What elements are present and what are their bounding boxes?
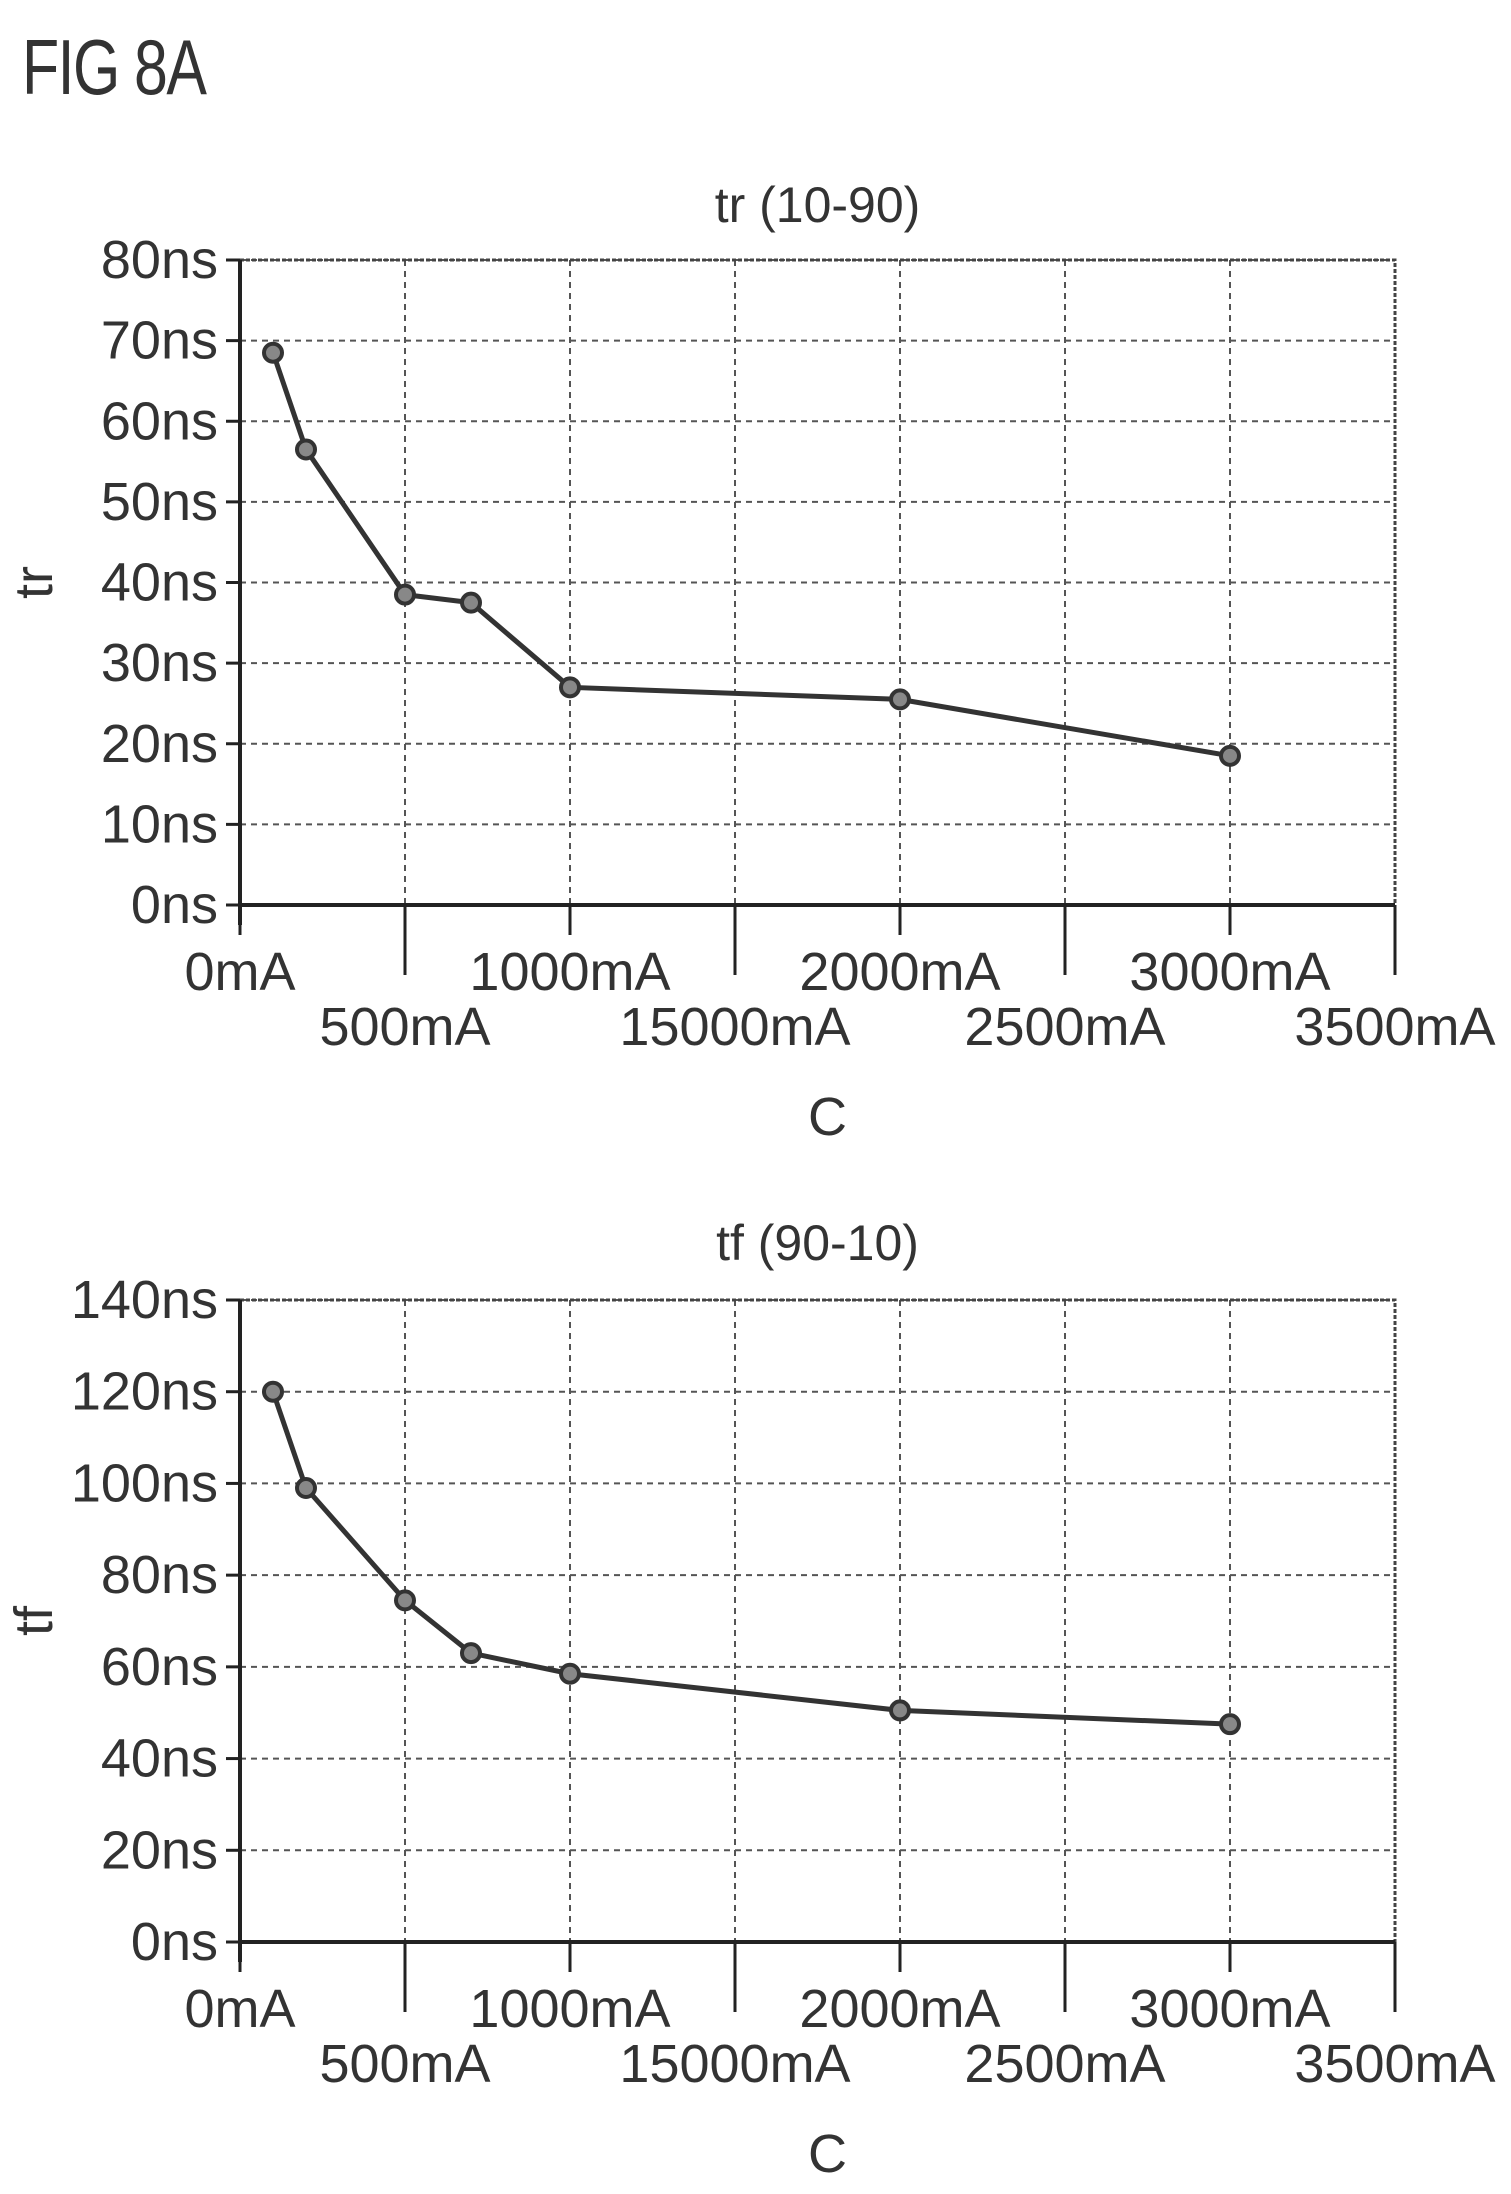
y-tick-label: 70ns <box>101 311 218 371</box>
y-tick-label: 40ns <box>101 1729 218 1789</box>
data-point <box>295 1477 317 1500</box>
x-tick-label: 0mA <box>184 1979 295 2039</box>
x-tick-label: 15000mA <box>619 2034 850 2094</box>
series-line <box>270 1390 1231 1727</box>
data-point <box>262 1380 284 1403</box>
data-point <box>559 1662 581 1685</box>
chart-2: tf (90-10) 0ns 20ns 40ns 60ns 80ns 100ns 120ns 1… <box>4 1215 1496 2184</box>
chart-title: tr (10-90) <box>715 177 921 233</box>
y-tick-label: 0ns <box>131 875 218 935</box>
data-point <box>889 688 911 711</box>
y-tick-label: 80ns <box>101 1545 218 1605</box>
y-tick-label: 120ns <box>71 1362 218 1422</box>
figure-label: FIG 8A <box>22 23 207 111</box>
data-point <box>460 591 482 614</box>
y-tick-label: 60ns <box>101 391 218 451</box>
data-point <box>295 438 317 461</box>
plot-frame <box>238 1298 1397 1944</box>
y-tick-label: 20ns <box>101 1820 218 1880</box>
x-tick-label: 2000mA <box>799 1979 1000 2039</box>
data-point <box>394 583 416 606</box>
y-tick-label: 10ns <box>101 794 218 854</box>
y-tick-label: 0ns <box>131 1912 218 1972</box>
x-tick-label: 3500mA <box>1294 997 1495 1057</box>
data-point <box>1219 744 1241 767</box>
x-axis-label: C <box>808 2124 847 2184</box>
y-tick-label: 60ns <box>101 1637 218 1697</box>
x-tick-label: 2500mA <box>964 2034 1165 2094</box>
data-point <box>460 1642 482 1665</box>
y-tick-label: 80ns <box>101 230 218 290</box>
x-tick-label: 2500mA <box>964 997 1165 1057</box>
y-axis-label: tf <box>4 1605 64 1636</box>
y-tick-label: 30ns <box>101 633 218 693</box>
series-line <box>270 351 1231 759</box>
data-point <box>559 676 581 699</box>
y-tick-label: 50ns <box>101 472 218 532</box>
x-tick-label: 3000mA <box>1129 942 1330 1002</box>
chart-title: tf (90-10) <box>716 1215 919 1271</box>
data-point <box>1219 1713 1241 1736</box>
y-tick-label: 40ns <box>101 553 218 613</box>
x-tick-label: 3500mA <box>1294 2034 1495 2094</box>
data-point <box>394 1589 416 1612</box>
x-tick-label: 1000mA <box>469 942 670 1002</box>
x-tick-label: 3000mA <box>1129 1979 1330 2039</box>
x-tick-label: 500mA <box>319 997 490 1057</box>
y-axis-label: tr <box>4 566 64 599</box>
x-axis-label: C <box>808 1087 847 1147</box>
chart-1: tr (10-90) 0ns 10ns 20ns 30ns 40ns 50ns 60ns 70n… <box>4 177 1496 1147</box>
y-tick-label: 140ns <box>71 1270 218 1330</box>
x-tick-label: 1000mA <box>469 1979 670 2039</box>
y-tick-label: 20ns <box>101 714 218 774</box>
x-tick-label: 15000mA <box>619 997 850 1057</box>
x-tick-label: 2000mA <box>799 942 1000 1002</box>
data-point <box>262 341 284 364</box>
x-tick-label: 500mA <box>319 2034 490 2094</box>
x-tick-label: 0mA <box>184 942 295 1002</box>
y-tick-label: 100ns <box>71 1453 218 1513</box>
data-point <box>889 1699 911 1722</box>
